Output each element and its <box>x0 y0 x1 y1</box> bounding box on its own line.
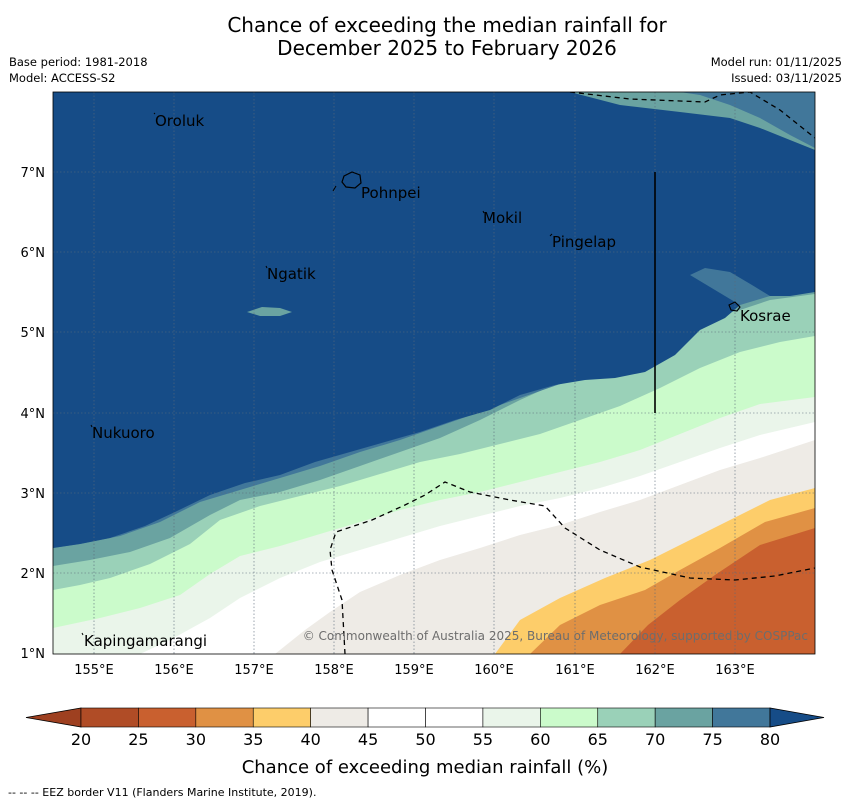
lon-label-162e: 162°E <box>635 663 675 678</box>
colorbar-tick-label: 80 <box>760 730 780 749</box>
nukuoro-mark <box>90 424 93 428</box>
lon-label-157e: 157°E <box>234 663 274 678</box>
colorbar-segment <box>540 707 599 728</box>
colorbar <box>25 707 825 728</box>
colorbar-tick-label: 55 <box>473 730 493 749</box>
meta-left: Base period: 1981-2018 Model: ACCESS-S2 <box>9 54 148 86</box>
colorbar-segment <box>252 707 311 728</box>
lat-label-5n: 5°N <box>21 326 46 341</box>
lon-label-160e: 160°E <box>474 663 514 678</box>
place-label-kosrae: Kosrae <box>740 307 791 325</box>
lat-label-6n: 6°N <box>21 246 46 261</box>
colorbar-tick-label: 65 <box>588 730 608 749</box>
model-name: Model: ACCESS-S2 <box>9 71 116 85</box>
lon-label-155e: 155°E <box>74 663 114 678</box>
lon-label-156e: 156°E <box>154 663 194 678</box>
place-label-kapingamarangi: Kapingamarangi <box>84 632 207 650</box>
title-line-2: December 2025 to February 2026 <box>277 36 617 60</box>
lat-label-1n: 1°N <box>21 647 46 662</box>
colorbar-segment <box>367 707 426 728</box>
colorbar-tick-label: 40 <box>300 730 320 749</box>
colorbar-segment <box>597 707 656 728</box>
place-label-oroluk: Oroluk <box>155 112 204 130</box>
ngatik-mark <box>265 265 268 269</box>
pohnpei-island-outline <box>341 171 362 189</box>
colorbar-tick-label: 35 <box>243 730 263 749</box>
colorbar-tick-label: 20 <box>71 730 91 749</box>
copyright-notice: © Commonwealth of Australia 2025, Bureau… <box>303 629 808 643</box>
colorbar-tick-label: 30 <box>186 730 206 749</box>
band-small-patch <box>247 307 292 316</box>
meta-right: Model run: 01/11/2025 Issued: 03/11/2025 <box>711 54 842 86</box>
oroluk-mark <box>153 112 156 115</box>
colorbar-tick-label: 25 <box>128 730 148 749</box>
issued-date: Issued: 03/11/2025 <box>731 71 842 85</box>
colorbar-segment <box>425 707 484 728</box>
colorbar-segment <box>482 707 541 728</box>
pingelap-mark <box>549 233 553 237</box>
colorbar-segment <box>654 707 713 728</box>
colorbar-ticks: 20 25 30 35 40 45 50 55 60 65 70 75 80 <box>71 730 780 749</box>
colorbar-tick-label: 75 <box>702 730 722 749</box>
gridlines <box>53 92 815 654</box>
colorbar-extend-high <box>769 707 825 728</box>
colorbar-label: Chance of exceeding median rainfall (%) <box>242 757 609 778</box>
chart-title: Chance of exceeding the median rainfall … <box>0 14 850 60</box>
colorbar-segment <box>80 707 139 728</box>
pohnpei-islet-mark <box>332 185 337 192</box>
rainfall-probability-map <box>53 92 815 654</box>
lat-label-3n: 3°N <box>21 487 46 502</box>
place-label-nukuoro: Nukuoro <box>92 424 155 442</box>
colorbar-tick-label: 45 <box>358 730 378 749</box>
eez-footnote: -- -- -- EEZ border V11 (Flanders Marine… <box>8 786 317 799</box>
eez-border <box>329 92 815 654</box>
colorbar-segment <box>712 707 771 728</box>
base-period: Base period: 1981-2018 <box>9 55 148 69</box>
band-above-80 <box>53 92 815 548</box>
lon-label-161e: 161°E <box>555 663 595 678</box>
lat-label-2n: 2°N <box>21 567 46 582</box>
colorbar-tick-label: 60 <box>530 730 550 749</box>
mokil-mark <box>482 210 485 214</box>
title-line-1: Chance of exceeding the median rainfall … <box>227 13 667 37</box>
place-label-pingelap: Pingelap <box>552 233 616 251</box>
map-frame <box>52 91 816 655</box>
lat-label-4n: 4°N <box>21 407 46 422</box>
colorbar-segment <box>195 707 254 728</box>
kosrae-island-outline <box>728 301 741 312</box>
colorbar-segment <box>310 707 369 728</box>
place-label-mokil: Mokil <box>483 209 522 227</box>
colorbar-segment <box>138 707 197 728</box>
kapingamarangi-mark <box>81 632 84 636</box>
lon-label-163e: 163°E <box>715 663 755 678</box>
lat-label-7n: 7°N <box>21 166 46 181</box>
lon-label-158e: 158°E <box>314 663 354 678</box>
lon-label-159e: 159°E <box>394 663 434 678</box>
place-label-ngatik: Ngatik <box>267 265 316 283</box>
colorbar-extend-low <box>25 707 82 728</box>
model-run: Model run: 01/11/2025 <box>710 55 842 69</box>
colorbar-tick-label: 50 <box>415 730 435 749</box>
colorbar-tick-label: 70 <box>645 730 665 749</box>
place-label-pohnpei: Pohnpei <box>361 184 421 202</box>
